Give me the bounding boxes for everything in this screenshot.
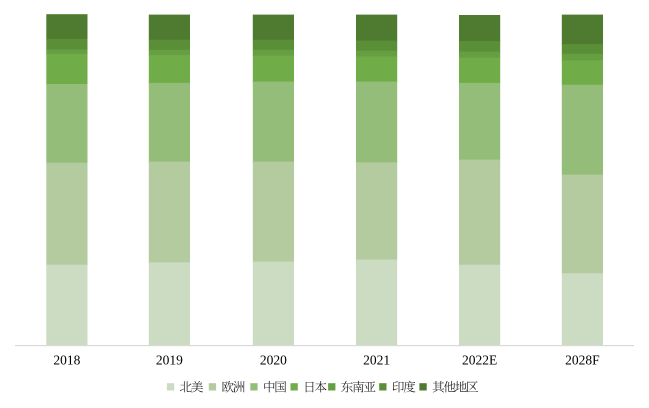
svg-text:2018: 2018 xyxy=(53,352,80,367)
svg-text:2022E: 2022E xyxy=(462,352,497,367)
svg-text:2021: 2021 xyxy=(363,352,390,367)
svg-text:2019: 2019 xyxy=(156,352,183,367)
svg-text:2028F: 2028F xyxy=(565,352,600,367)
svg-text:2020: 2020 xyxy=(260,352,287,367)
